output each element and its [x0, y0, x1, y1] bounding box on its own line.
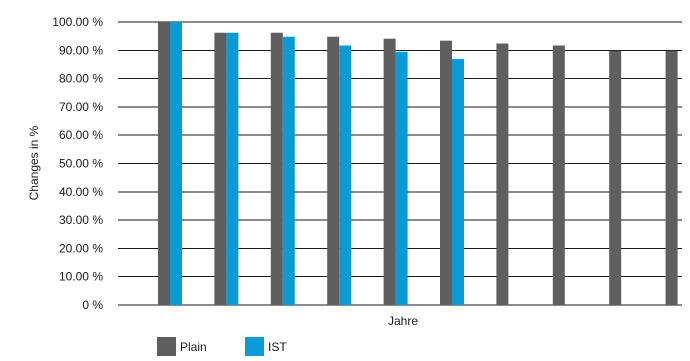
bar-plain — [158, 22, 170, 305]
y-tick-label: 100.00 % — [52, 15, 103, 29]
y-tick-label: 20.00 % — [59, 241, 103, 255]
legend-label: Plain — [180, 340, 207, 354]
legend: Plain IST — [157, 337, 287, 356]
bar-ist — [226, 32, 239, 305]
y-tick-label: 70.00 % — [59, 100, 103, 114]
bar-plain — [383, 38, 396, 305]
y-axis-title: Changes in % — [27, 125, 41, 200]
bar-ist — [170, 22, 182, 305]
legend-swatch — [245, 337, 264, 356]
bar-ist — [339, 45, 352, 306]
y-tick-label: 50.00 % — [59, 157, 103, 171]
y-tick-label: 60.00 % — [59, 128, 103, 142]
bar-plain — [552, 45, 565, 306]
y-tick-label: 30.00 % — [59, 213, 103, 227]
bar-ist — [395, 51, 408, 305]
bar-plain — [327, 36, 340, 305]
y-tick-label: 90.00 % — [59, 43, 103, 57]
y-tick-label: 0 % — [82, 298, 103, 312]
bar-plain — [665, 50, 678, 306]
y-tick-label: 80.00 % — [59, 72, 103, 86]
bar-plain — [440, 40, 452, 306]
bar-plain — [496, 43, 509, 305]
bar-ist — [282, 36, 295, 305]
bar-plain — [609, 50, 622, 306]
bar-ist — [452, 59, 464, 305]
bar-plain — [214, 32, 227, 305]
bars — [158, 22, 678, 306]
legend-label: IST — [268, 340, 287, 354]
legend-swatch — [157, 337, 176, 356]
y-tick-label: 10.00 % — [59, 270, 103, 284]
x-axis-title: Jahre — [388, 314, 418, 328]
y-axis-ticks: 0 % 10.00 % 20.00 % 30.00 % 40.00 % 50.00 % 60… — [52, 15, 103, 312]
y-tick-label: 40.00 % — [59, 185, 103, 199]
bar-plain — [270, 32, 283, 305]
